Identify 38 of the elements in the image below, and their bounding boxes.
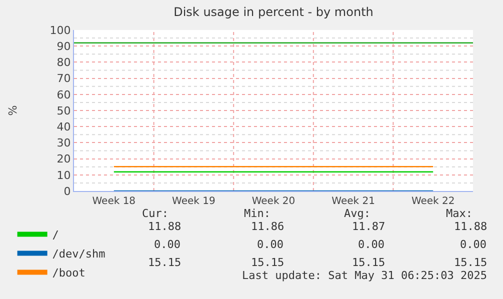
y-tick-label: 0 bbox=[64, 184, 71, 198]
text: 15.15 bbox=[148, 256, 182, 269]
text: Last update: Sat May 31 06:25:03 2025 bbox=[242, 269, 488, 282]
legend-label: / bbox=[52, 228, 59, 242]
text: 11.88 bbox=[454, 220, 488, 233]
text: 15.15 bbox=[454, 256, 488, 269]
x-tick-label: Week 19 bbox=[172, 196, 216, 207]
chart-title: Disk usage in percent - by month bbox=[174, 5, 374, 20]
text: 11.88 bbox=[148, 220, 182, 233]
y-tick-label: 60 bbox=[56, 88, 71, 102]
text: 11.87 bbox=[352, 220, 386, 233]
y-axis-title: % bbox=[6, 105, 20, 116]
legend-label: /boot bbox=[52, 266, 86, 280]
x-tick-label: Week 20 bbox=[252, 196, 296, 207]
text: 15.15 bbox=[352, 256, 386, 269]
text: 0.00 bbox=[358, 238, 384, 251]
x-tick-label: Week 18 bbox=[92, 196, 136, 207]
y-tick-label: 90 bbox=[56, 40, 71, 53]
y-tick-label: 20 bbox=[56, 152, 71, 166]
text: Cur: bbox=[142, 207, 168, 220]
text: 11.86 bbox=[251, 220, 284, 233]
y-tick-label: 70 bbox=[56, 72, 71, 86]
y-tick-label: 10 bbox=[56, 168, 71, 182]
text: Min: bbox=[244, 207, 270, 220]
text: 0.00 bbox=[154, 238, 180, 251]
x-tick-label: Week 21 bbox=[332, 196, 375, 207]
y-tick-label: 100 bbox=[50, 24, 71, 37]
y-tick-label: 40 bbox=[56, 120, 71, 134]
text: 0.00 bbox=[460, 238, 486, 251]
text: Avg: bbox=[344, 207, 370, 220]
text: 0.00 bbox=[257, 238, 284, 251]
y-tick-label: 80 bbox=[56, 56, 71, 70]
text: 15.15 bbox=[251, 256, 284, 269]
legend-label: /dev/shm bbox=[52, 248, 106, 261]
y-tick-label: 30 bbox=[56, 136, 71, 150]
x-tick-label: Week 22 bbox=[411, 196, 455, 207]
y-tick-label: 50 bbox=[56, 104, 71, 118]
text: Max: bbox=[446, 207, 472, 220]
